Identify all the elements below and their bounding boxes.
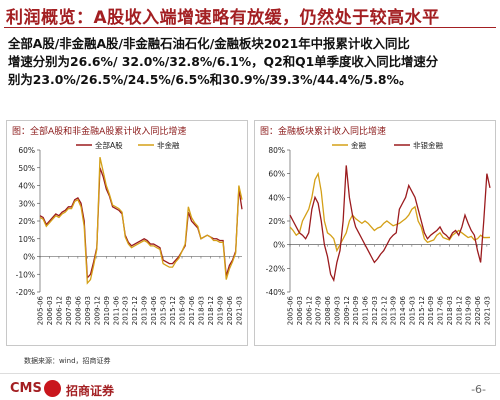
x-tick-label: 2014-06 <box>150 295 158 325</box>
body-text: 别为23.0%/26.5%/24.5%/6.5%和30.9%/39.3%/44.… <box>8 72 412 87</box>
y-tick-label: -10% <box>16 270 35 279</box>
x-tick-label: 2013-09 <box>390 296 398 325</box>
x-tick-label: 2007-09 <box>65 296 73 325</box>
legend-label: 非金融 <box>157 140 180 150</box>
series-line <box>39 167 243 280</box>
y-tick-label: 80% <box>268 146 285 155</box>
x-tick-label: 2019-09 <box>465 296 473 325</box>
x-tick-label: 2017-06 <box>437 295 445 325</box>
y-tick-label: 30% <box>18 199 35 208</box>
x-tick-label: 2007-09 <box>315 296 323 325</box>
title-rule <box>4 27 496 28</box>
x-tick-label: 2021-03 <box>483 296 491 325</box>
logo <box>44 380 61 397</box>
legend-label: 金融 <box>351 140 366 150</box>
legend-label: 全部A股 <box>95 140 123 150</box>
y-tick-label: 40% <box>18 182 35 191</box>
y-tick-label: 60% <box>268 170 285 179</box>
y-tick-label: 60% <box>18 146 35 155</box>
x-tick-label: 2018-12 <box>455 296 463 325</box>
brand-name: 招商证券 <box>66 384 115 398</box>
x-tick-label: 2009-03 <box>333 296 341 325</box>
chart-title: 图：全部A股和非金融A股累计收入同比增速 <box>12 125 186 137</box>
y-tick-label: 40% <box>268 193 285 202</box>
y-tick-label: 20% <box>268 217 285 226</box>
y-tick-label: 0% <box>273 241 285 250</box>
x-tick-label: 2012-12 <box>131 296 139 325</box>
x-tick-label: 2020-06 <box>226 295 234 325</box>
y-tick-label: 10% <box>18 235 35 244</box>
x-tick-label: 2018-03 <box>197 296 205 325</box>
x-tick-label: 2009-12 <box>93 296 101 325</box>
x-tick-label: 2012-12 <box>380 296 388 325</box>
chart-frame <box>254 120 496 346</box>
body-text: 增速分别为26.6%/ 32.0%/32.8%/6.1%，Q2和Q1单季度收入同… <box>8 54 439 69</box>
x-tick-label: 2015-12 <box>169 296 177 325</box>
chart: 图：全部A股和非金融A股累计收入同比增速 60% 50% 40% 30% 20% 10% 0%… <box>6 120 248 346</box>
x-tick-label: 2019-09 <box>216 296 224 325</box>
x-tick-label: 2012-03 <box>371 296 379 325</box>
x-tick-label: 2016-09 <box>179 296 187 325</box>
x-tick-label: 2008-06 <box>74 295 82 325</box>
x-tick-label: 2020-06 <box>474 295 482 325</box>
x-tick-label: 2015-03 <box>160 296 168 325</box>
slide-title: 利润概览：A股收入端增速略有放缓，仍然处于较高水平 <box>6 8 440 28</box>
chart-frame <box>6 120 248 346</box>
x-tick-label: 2018-03 <box>446 296 454 325</box>
x-tick-label: 2009-03 <box>84 296 92 325</box>
source-note: 数据来源：wind，招商证券 <box>24 357 111 365</box>
x-tick-label: 2018-12 <box>207 296 215 325</box>
x-tick-label: 2006-12 <box>55 296 63 325</box>
y-tick-label: 0% <box>23 253 35 262</box>
x-tick-label: 2016-09 <box>427 296 435 325</box>
chart: 图：金融板块累计收入同比增速 80% 60% 40% 20% 0% -20% -40%2005… <box>254 120 496 346</box>
x-tick-label: 2010-09 <box>103 296 111 325</box>
x-tick-label: 2005-06 <box>37 295 45 325</box>
x-tick-label: 2008-06 <box>324 295 332 325</box>
x-tick-label: 2021-03 <box>235 296 243 325</box>
y-tick-label: 50% <box>18 164 35 173</box>
x-tick-label: 2014-06 <box>399 295 407 325</box>
x-tick-label: 2011-06 <box>112 295 120 325</box>
legend-label: 非银金融 <box>413 140 443 150</box>
x-tick-label: 2009-12 <box>343 296 351 325</box>
x-tick-label: 2015-12 <box>418 296 426 325</box>
x-tick-label: 2006-03 <box>296 296 304 325</box>
x-tick-label: 2006-03 <box>46 296 54 325</box>
y-tick-label: -20% <box>16 288 35 297</box>
x-tick-label: 2013-09 <box>141 296 149 325</box>
x-tick-label: 2015-03 <box>408 296 416 325</box>
y-tick-label: -40% <box>266 288 285 297</box>
x-tick-label: 2005-06 <box>287 295 295 325</box>
page-number: -6- <box>471 383 486 396</box>
x-tick-label: 2006-12 <box>305 296 313 325</box>
x-tick-label: 2012-03 <box>122 296 130 325</box>
y-tick-label: -20% <box>266 264 285 273</box>
series-line <box>39 156 243 285</box>
chart-title: 图：金融板块累计收入同比增速 <box>260 125 386 137</box>
x-tick-label: 2010-09 <box>352 296 360 325</box>
series-line <box>289 165 491 283</box>
body-text: 全部A股/非金融A股/非金融石油石化/金融板块2021年中报累计收入同比 <box>8 36 410 51</box>
x-tick-label: 2011-06 <box>362 295 370 325</box>
footer-rule <box>0 373 500 374</box>
brand: CMS <box>10 381 42 396</box>
x-tick-label: 2017-06 <box>188 295 196 325</box>
y-tick-label: 20% <box>18 217 35 226</box>
